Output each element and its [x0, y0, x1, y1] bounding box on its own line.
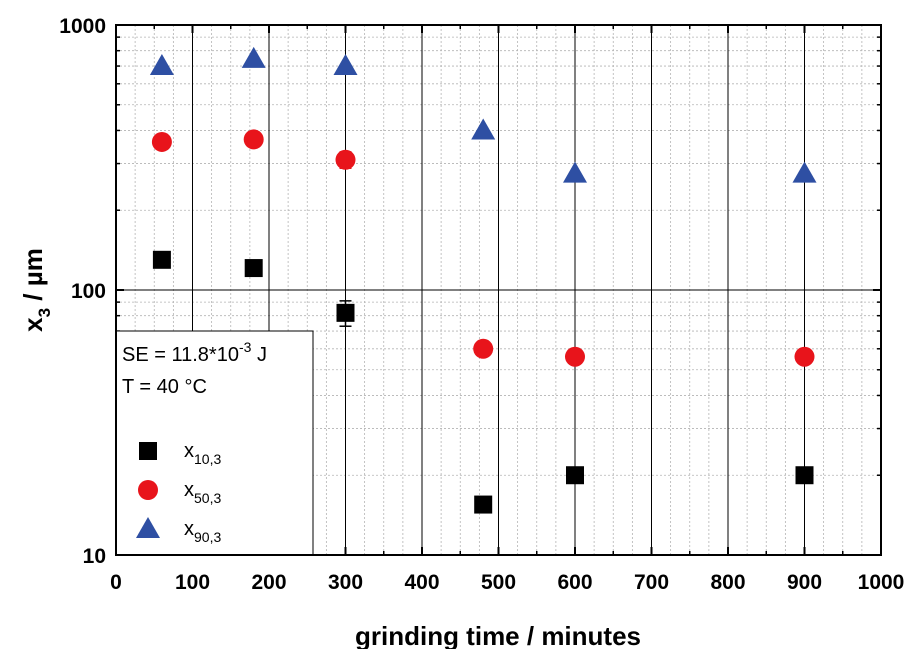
legend-marker-x50-3	[138, 480, 158, 500]
x-tick-label: 400	[404, 571, 439, 594]
point-x10-3	[795, 466, 814, 485]
x-tick-label: 300	[328, 571, 363, 594]
x-tick-label: 200	[251, 571, 286, 594]
data-points	[149, 46, 817, 514]
y-axis-title: x3 / µm	[18, 248, 54, 332]
point-x90-3	[333, 54, 358, 76]
legend-label-x90-3: x90,3	[184, 518, 221, 545]
legend-label-x50-3: x50,3	[184, 479, 221, 506]
x-tick-label: 0	[110, 571, 122, 594]
grid-lines	[116, 25, 881, 555]
point-x10-3	[566, 466, 584, 485]
x-axis-title: grinding time / minutes	[355, 621, 641, 649]
x-tick-label: 900	[787, 571, 822, 594]
x-tick-label: 500	[481, 571, 516, 594]
x-tick-label: 100	[175, 571, 210, 594]
legend-marker-x10-3	[139, 442, 157, 460]
point-x10-3	[474, 495, 493, 514]
y-tick-label: 100	[71, 280, 106, 303]
point-x90-3	[563, 161, 587, 183]
x-tick-label: 1000	[858, 571, 905, 594]
point-x50-3	[565, 346, 585, 367]
x-tick-label: 800	[710, 571, 745, 594]
x-tick-labels: 0 100 200 300 400 500 600 700 800 900 1000	[110, 571, 904, 594]
point-x50-3	[335, 149, 356, 170]
x-tick-label: 700	[634, 571, 669, 594]
legend-label-x10-3: x10,3	[184, 440, 221, 467]
point-x10-3	[336, 303, 355, 322]
point-x10-3	[152, 250, 171, 269]
point-x50-3	[243, 129, 264, 150]
legend-marker-x90-3	[136, 517, 160, 538]
point-x50-3	[151, 131, 172, 152]
y-tick-label: 1000	[59, 15, 106, 38]
plot-frame	[115, 24, 882, 556]
point-x90-3	[241, 46, 266, 68]
annotation-energy: SE = 11.8*10-3 J	[122, 339, 267, 366]
point-x50-3	[794, 346, 815, 367]
annotation-temperature: T = 40 °C	[122, 376, 207, 398]
x-tick-label: 600	[557, 571, 592, 594]
point-x10-3	[244, 259, 263, 278]
point-x90-3	[792, 161, 817, 183]
point-x90-3	[471, 118, 496, 140]
point-x90-3	[149, 54, 174, 76]
y-tick-labels: 10 100 1000	[59, 15, 106, 568]
legend: x10,3 x50,3 x90,3	[136, 440, 221, 545]
point-x50-3	[473, 338, 494, 359]
y-tick-label: 10	[83, 545, 106, 568]
